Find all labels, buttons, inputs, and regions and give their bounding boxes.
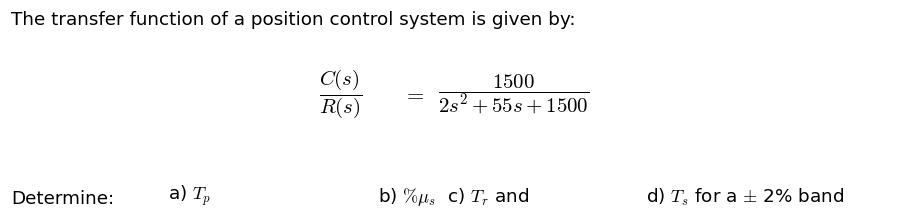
Text: d) $T_s$ for a $\pm$ 2% band: d) $T_s$ for a $\pm$ 2% band (646, 187, 844, 208)
Text: $=$: $=$ (403, 84, 425, 104)
Text: Determine:: Determine: (11, 190, 114, 208)
Text: b) $\%\mu_s$  c) $T_r$ and: b) $\%\mu_s$ c) $T_r$ and (378, 186, 529, 208)
Text: The transfer function of a position control system is given by:: The transfer function of a position cont… (11, 11, 575, 29)
Text: a) $T_p$: a) $T_p$ (168, 184, 212, 208)
Text: $\dfrac{1500}{2s^{2}+55s+1500}$: $\dfrac{1500}{2s^{2}+55s+1500}$ (439, 73, 590, 116)
Text: $\dfrac{C(s)}{R(s)}$: $\dfrac{C(s)}{R(s)}$ (319, 68, 363, 120)
